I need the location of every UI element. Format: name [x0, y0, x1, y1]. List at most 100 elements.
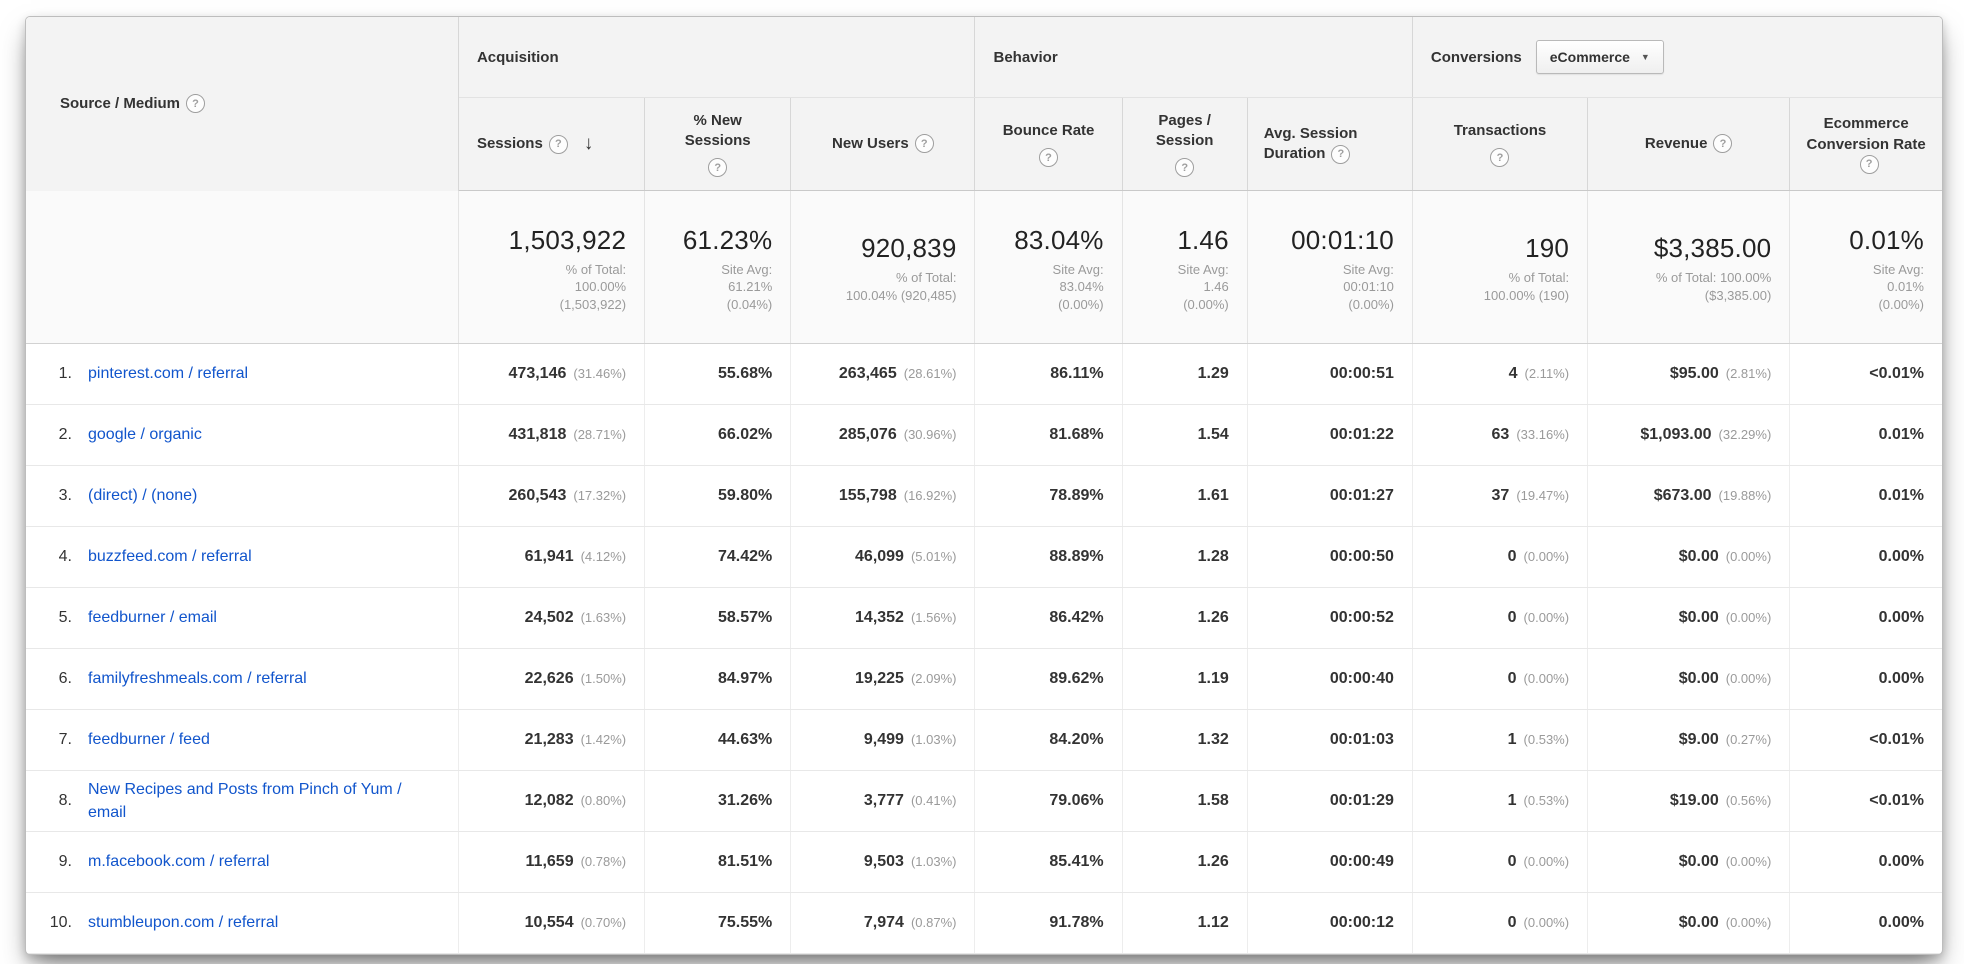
duration-value: 00:00:49: [1329, 853, 1394, 870]
transactions-cell: 4 (2.11%): [1412, 343, 1589, 405]
source-cell: 8. New Recipes and Posts from Pinch of Y…: [26, 770, 459, 832]
conv-rate-value: <0.01%: [1869, 792, 1924, 809]
sessions-value: 431,818: [508, 426, 567, 443]
help-icon[interactable]: ?: [1175, 158, 1195, 178]
new-users-pct: (0.87%): [910, 915, 957, 930]
column-header-new-sessions[interactable]: % New Sessions?: [644, 97, 792, 191]
pages-session-value: 1.61: [1197, 487, 1229, 504]
summary-pages-session-cell: 1.46 Site Avg: 1.46 (0.00%): [1122, 190, 1248, 344]
help-icon[interactable]: ?: [1713, 134, 1733, 154]
column-header-pages-session[interactable]: Pages / Session?: [1122, 97, 1248, 191]
bounce-rate-value: 84.20%: [1049, 731, 1104, 748]
transactions-value: 63: [1491, 426, 1510, 443]
bounce-rate-value: 91.78%: [1049, 914, 1104, 931]
sessions-value: 473,146: [508, 365, 567, 382]
revenue-cell: $1,093.00 (32.29%): [1587, 404, 1791, 466]
revenue-pct: (0.00%): [1725, 915, 1772, 930]
source-cell: 7. feedburner / feed: [26, 709, 459, 771]
source-link[interactable]: google / organic: [88, 426, 202, 444]
column-header-bounce-rate[interactable]: Bounce Rate?: [974, 97, 1123, 191]
duration-cell: 00:01:22: [1247, 404, 1413, 466]
pages-session-cell: 1.58: [1122, 770, 1248, 832]
row-rank: 7.: [58, 731, 72, 748]
summary-bounce-rate-sub: Site Avg: 83.04% (0.00%): [1052, 261, 1104, 312]
sessions-label: Sessions: [476, 134, 543, 152]
transactions-cell: 1 (0.53%): [1412, 709, 1589, 771]
row-rank: 10.: [49, 914, 72, 931]
help-icon[interactable]: ?: [708, 158, 728, 178]
transactions-cell: 0 (0.00%): [1412, 831, 1589, 893]
conv-rate-cell: 0.00%: [1789, 831, 1942, 893]
column-header-transactions[interactable]: Transactions?: [1412, 97, 1589, 191]
bounce-rate-value: 79.06%: [1049, 792, 1104, 809]
column-header-source-medium[interactable]: Source / Medium?: [26, 17, 459, 191]
source-link[interactable]: feedburner / feed: [88, 731, 210, 749]
new-users-value: 46,099: [855, 548, 904, 565]
transactions-pct: (19.47%): [1516, 488, 1570, 503]
conv-rate-value: <0.01%: [1869, 731, 1924, 748]
pages-session-value: 1.28: [1197, 548, 1229, 565]
duration-value: 00:01:22: [1329, 426, 1394, 443]
pages-session-label: Pages / Session: [1155, 111, 1214, 149]
caret-down-icon: ▼: [1640, 52, 1650, 62]
revenue-pct: (0.00%): [1725, 854, 1772, 869]
summary-revenue-value: $3,385.00: [1653, 233, 1772, 264]
group-header-row: Source / Medium? Acquisition Behavior Co…: [26, 17, 1942, 191]
sort-descending-icon[interactable]: ↓: [583, 133, 594, 154]
column-header-sessions[interactable]: Sessions? ↓: [458, 97, 646, 191]
revenue-pct: (0.27%): [1725, 732, 1772, 747]
source-link[interactable]: buzzfeed.com / referral: [88, 548, 252, 566]
source-link[interactable]: pinterest.com / referral: [88, 365, 249, 383]
help-icon[interactable]: ?: [1859, 154, 1879, 174]
sessions-cell: 260,543 (17.32%): [458, 465, 646, 527]
transactions-value: 0: [1507, 609, 1517, 626]
column-header-ecommerce-conversion-rate[interactable]: Ecommerce Conversion Rate?: [1789, 97, 1942, 191]
conv-rate-cell: 0.01%: [1789, 404, 1942, 466]
sessions-cell: 11,659 (0.78%): [458, 831, 646, 893]
new-sessions-cell: 84.97%: [644, 648, 792, 710]
help-icon[interactable]: ?: [1331, 144, 1351, 164]
table-row: 10. stumbleupon.com / referral 10,554 (0.…: [26, 892, 1942, 954]
help-icon[interactable]: ?: [1039, 148, 1059, 168]
source-cell: 6. familyfreshmeals.com / referral: [26, 648, 459, 710]
revenue-value: $0.00: [1678, 548, 1719, 565]
source-link[interactable]: m.facebook.com / referral: [88, 853, 270, 871]
new-users-pct: (16.92%): [903, 488, 957, 503]
new-users-pct: (30.96%): [903, 427, 957, 442]
sessions-pct: (1.42%): [580, 732, 627, 747]
duration-cell: 00:01:27: [1247, 465, 1413, 527]
help-icon[interactable]: ?: [548, 134, 568, 154]
help-icon[interactable]: ?: [186, 94, 206, 114]
behavior-label: Behavior: [993, 48, 1058, 66]
summary-new-users-value: 920,839: [861, 233, 957, 264]
duration-cell: 00:00:50: [1247, 526, 1413, 588]
column-header-avg-session-duration[interactable]: Avg. Session Duration?: [1247, 97, 1413, 191]
ecommerce-dropdown[interactable]: eCommerce ▼: [1535, 40, 1664, 74]
table-row: 7. feedburner / feed 21,283 (1.42%) 44.63…: [26, 709, 1942, 771]
new-users-pct: (1.03%): [910, 854, 957, 869]
transactions-value: 0: [1507, 853, 1517, 870]
source-link[interactable]: New Recipes and Posts from Pinch of Yum …: [88, 780, 402, 821]
source-link[interactable]: (direct) / (none): [88, 487, 198, 505]
new-sessions-cell: 66.02%: [644, 404, 792, 466]
duration-value: 00:01:03: [1329, 731, 1394, 748]
new-users-cell: 19,225 (2.09%): [790, 648, 976, 710]
bounce-rate-cell: 79.06%: [974, 770, 1123, 832]
help-icon[interactable]: ?: [1490, 148, 1510, 168]
help-icon[interactable]: ?: [914, 134, 934, 154]
source-link[interactable]: stumbleupon.com / referral: [88, 914, 279, 932]
source-link[interactable]: familyfreshmeals.com / referral: [88, 670, 307, 688]
column-header-new-users[interactable]: New Users?: [790, 97, 976, 191]
column-header-revenue[interactable]: Revenue?: [1587, 97, 1791, 191]
revenue-cell: $0.00 (0.00%): [1587, 587, 1791, 649]
revenue-value: $673.00: [1653, 487, 1712, 504]
revenue-value: $9.00: [1678, 731, 1719, 748]
new-users-label: New Users: [832, 134, 909, 152]
new-sessions-value: 66.02%: [718, 426, 773, 443]
new-users-value: 263,465: [838, 365, 897, 382]
row-rank: 1.: [58, 365, 72, 382]
bounce-rate-value: 81.68%: [1049, 426, 1104, 443]
revenue-value: $0.00: [1678, 853, 1719, 870]
source-link[interactable]: feedburner / email: [88, 609, 217, 627]
duration-cell: 00:00:49: [1247, 831, 1413, 893]
